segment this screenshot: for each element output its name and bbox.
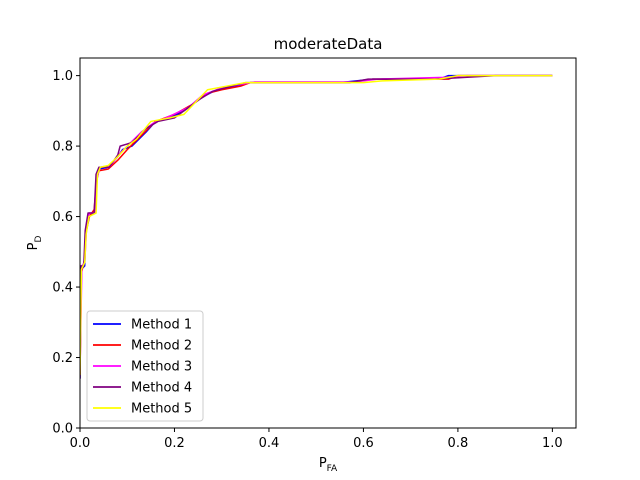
y-axis-label-main: P xyxy=(26,242,41,250)
legend: Method 1 Method 2 Method 3 Method 4 Method 5 xyxy=(86,310,204,422)
legend-label: Method 1 xyxy=(131,318,192,333)
y-tick-label: 0.0 xyxy=(52,422,73,437)
x-axis-label: PFA xyxy=(319,456,338,474)
x-tick-label: 1.0 xyxy=(542,436,563,451)
y-tick-label: 0.2 xyxy=(52,351,73,366)
y-axis-label: PD xyxy=(26,236,44,251)
y-axis-label-sub: D xyxy=(34,236,44,243)
x-axis: 0.0 0.2 0.4 0.6 0.8 1.0 xyxy=(70,428,563,451)
legend-items: Method 1 Method 2 Method 3 Method 4 Method 5 xyxy=(93,318,192,417)
legend-label: Method 4 xyxy=(131,381,192,396)
plot-frame xyxy=(79,57,577,429)
y-tick-label: 0.6 xyxy=(52,210,73,225)
y-axis: 0.0 0.2 0.4 0.6 0.8 1.0 xyxy=(52,69,80,437)
legend-label: Method 2 xyxy=(131,339,192,354)
x-tick-label: 0.0 xyxy=(70,436,91,451)
x-tick-label: 0.2 xyxy=(164,436,185,451)
legend-label: Method 5 xyxy=(131,402,192,417)
y-tick-label: 0.8 xyxy=(52,140,73,155)
x-tick-label: 0.4 xyxy=(259,436,280,451)
legend-box xyxy=(86,310,204,422)
chart-title: moderateData xyxy=(274,35,383,53)
legend-label: Method 3 xyxy=(131,360,192,375)
series-line-method-5 xyxy=(80,74,553,376)
x-tick-label: 0.8 xyxy=(448,436,469,451)
y-tick-label: 0.4 xyxy=(52,281,73,296)
series-layer xyxy=(80,74,553,379)
y-tick-label: 1.0 xyxy=(52,69,73,84)
x-axis-label-main: P xyxy=(319,456,327,471)
x-tick-label: 0.6 xyxy=(353,436,374,451)
x-axis-label-sub: FA xyxy=(327,464,338,474)
plot-area xyxy=(80,74,553,379)
